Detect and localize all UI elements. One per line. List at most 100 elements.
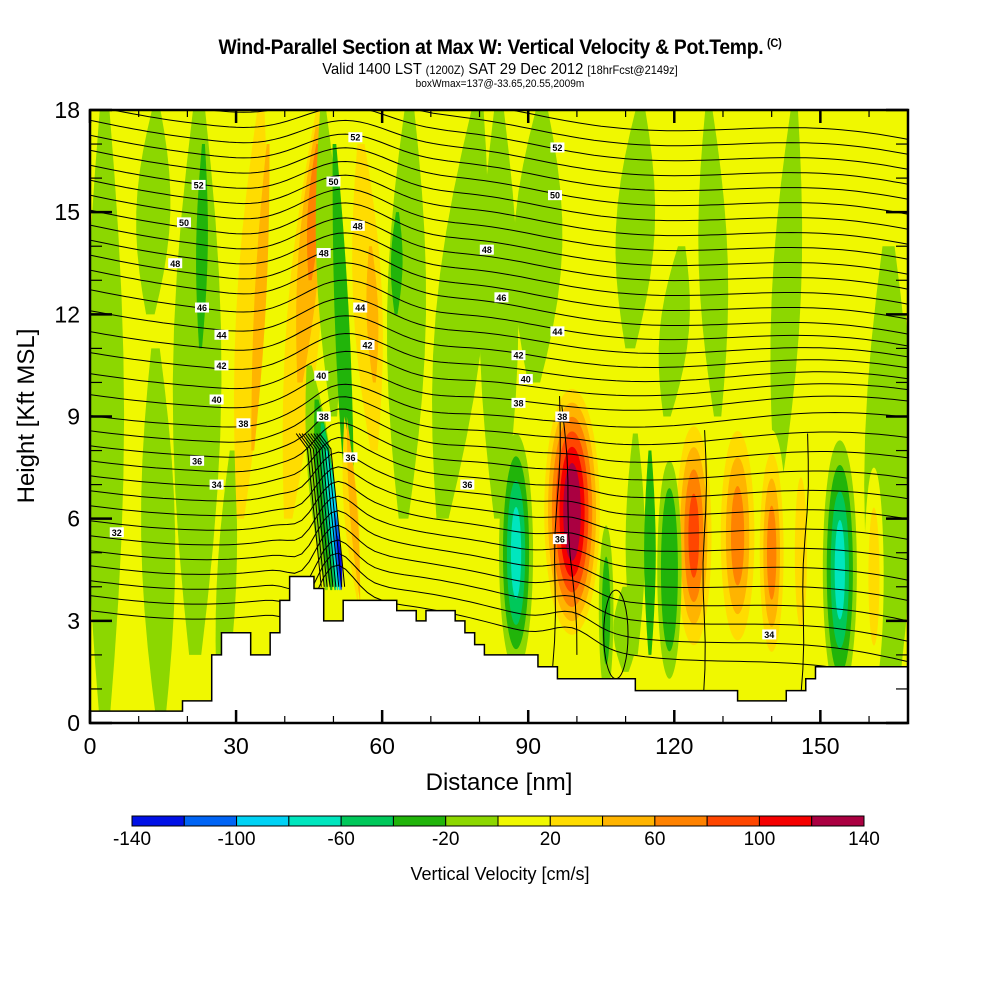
contour-label: 34: [764, 630, 774, 640]
y-tick-label: 3: [67, 608, 80, 634]
colorbar-segment: [183, 815, 238, 827]
isentrope-line: [298, 433, 325, 587]
contour-label-bg: [555, 411, 570, 422]
colorbar-segment: [445, 815, 499, 827]
contour-label-bg: [191, 179, 206, 190]
contour-label-bg: [214, 329, 229, 340]
velocity-cell: [567, 480, 577, 543]
contour-label: 38: [238, 419, 248, 429]
colorbar-segment: [811, 815, 865, 827]
isentrope-line: [310, 433, 337, 587]
isentrope-line: [110, 110, 908, 170]
contour-label: 40: [212, 395, 222, 405]
x-tick-label: 30: [223, 733, 249, 759]
contour-label: 50: [550, 191, 560, 201]
velocity-band: [196, 144, 208, 349]
isentrope-line: [90, 279, 908, 347]
isentrope-line: [313, 433, 340, 587]
isentrope-line: [561, 406, 578, 655]
contour-label: 34: [212, 480, 222, 490]
terrain-mask: [90, 575, 908, 723]
velocity-band: [141, 348, 176, 723]
y-axis-tick-labels: 0 3 6 9 12 15 18: [54, 97, 80, 736]
isentrope-line: [90, 396, 908, 446]
isentrope-line: [702, 430, 707, 696]
isentrope-line: [90, 315, 908, 369]
contour-label-bg: [550, 142, 565, 153]
velocity-cell: [794, 477, 807, 629]
velocity-cell: [766, 505, 777, 600]
colorbar-segment: [340, 815, 394, 827]
x-tick-label: 150: [801, 733, 839, 759]
velocity-band: [770, 110, 803, 485]
contour-label: 48: [482, 245, 492, 255]
isentrope-line: [90, 539, 908, 642]
contour-label: 48: [170, 259, 180, 269]
colorbar-title: Vertical Velocity [cm/s]: [410, 864, 589, 884]
x-tick-label: 60: [369, 733, 395, 759]
contour-label-bg: [168, 258, 183, 269]
contour-label-bg: [326, 176, 341, 187]
y-tick-label: 12: [54, 301, 80, 327]
colorbar-segment: [654, 815, 708, 827]
contour-label: 52: [194, 180, 204, 190]
contour-label-bg: [109, 527, 124, 538]
colorbar-tick-label: -100: [218, 829, 256, 850]
contour-label-bg: [209, 479, 224, 490]
y-tick-label: 18: [54, 97, 80, 123]
contour-label: 36: [192, 456, 202, 466]
velocity-band: [613, 586, 638, 672]
contour-label-bg: [316, 411, 331, 422]
colorbar-segment: [236, 815, 290, 827]
contour-label-bg: [209, 394, 224, 405]
isentrope-line: [508, 110, 908, 140]
isentrope-line: [90, 188, 908, 260]
y-tick-label: 0: [67, 710, 80, 736]
isentrope-line: [90, 174, 908, 245]
contour-label: 48: [353, 221, 363, 231]
isentrope-line: [90, 552, 908, 663]
isentrope-line: [90, 495, 908, 581]
isentrope-line: [90, 147, 908, 215]
contour-label: 38: [557, 412, 567, 422]
y-tick-label: 6: [67, 506, 80, 532]
contour-label-bg: [316, 248, 331, 259]
terrain-polygon: [90, 575, 908, 723]
velocity-band: [251, 144, 270, 451]
contour-label: 36: [555, 535, 565, 545]
colorbar-tick-label: 60: [644, 829, 665, 850]
colorbar-segment: [758, 815, 813, 827]
colorbar-tick-label: -60: [327, 829, 354, 850]
contour-label: 40: [521, 375, 531, 385]
isentrope-line: [90, 247, 908, 320]
isentrope-line: [301, 433, 328, 587]
contour-label-bg: [194, 302, 209, 313]
contour-label-bg: [494, 292, 509, 303]
copyright-mark: (C): [767, 36, 782, 50]
x-axis-tick-labels: 0 30 60 90 120 150: [84, 733, 840, 759]
updraft-tongue: [346, 416, 361, 604]
velocity-band: [615, 110, 656, 349]
contour-label: 38: [513, 398, 523, 408]
contour-label-bg: [353, 302, 368, 313]
contour-label-bg: [236, 418, 251, 429]
isentrope-line: [90, 232, 908, 305]
velocity-cell: [730, 485, 745, 586]
contour-label-bg: [547, 190, 562, 201]
contour-label: 32: [112, 528, 122, 538]
isentrope-line: [800, 433, 809, 696]
isentrope-line: [90, 133, 908, 200]
contour-label: 46: [496, 293, 506, 303]
axis-ticks: [88, 108, 908, 725]
colorbar-segment: [497, 815, 551, 827]
isentrope-line: [90, 350, 908, 397]
contour-label-bg: [343, 452, 358, 463]
contour-label-bg: [552, 534, 567, 545]
vertical-velocity-field: [90, 110, 908, 723]
contour-label: 44: [355, 303, 365, 313]
contour-label-bg: [350, 220, 365, 231]
isentrope-line: [90, 119, 908, 185]
contour-label-bg: [314, 370, 329, 381]
isentrope-line: [90, 408, 908, 463]
